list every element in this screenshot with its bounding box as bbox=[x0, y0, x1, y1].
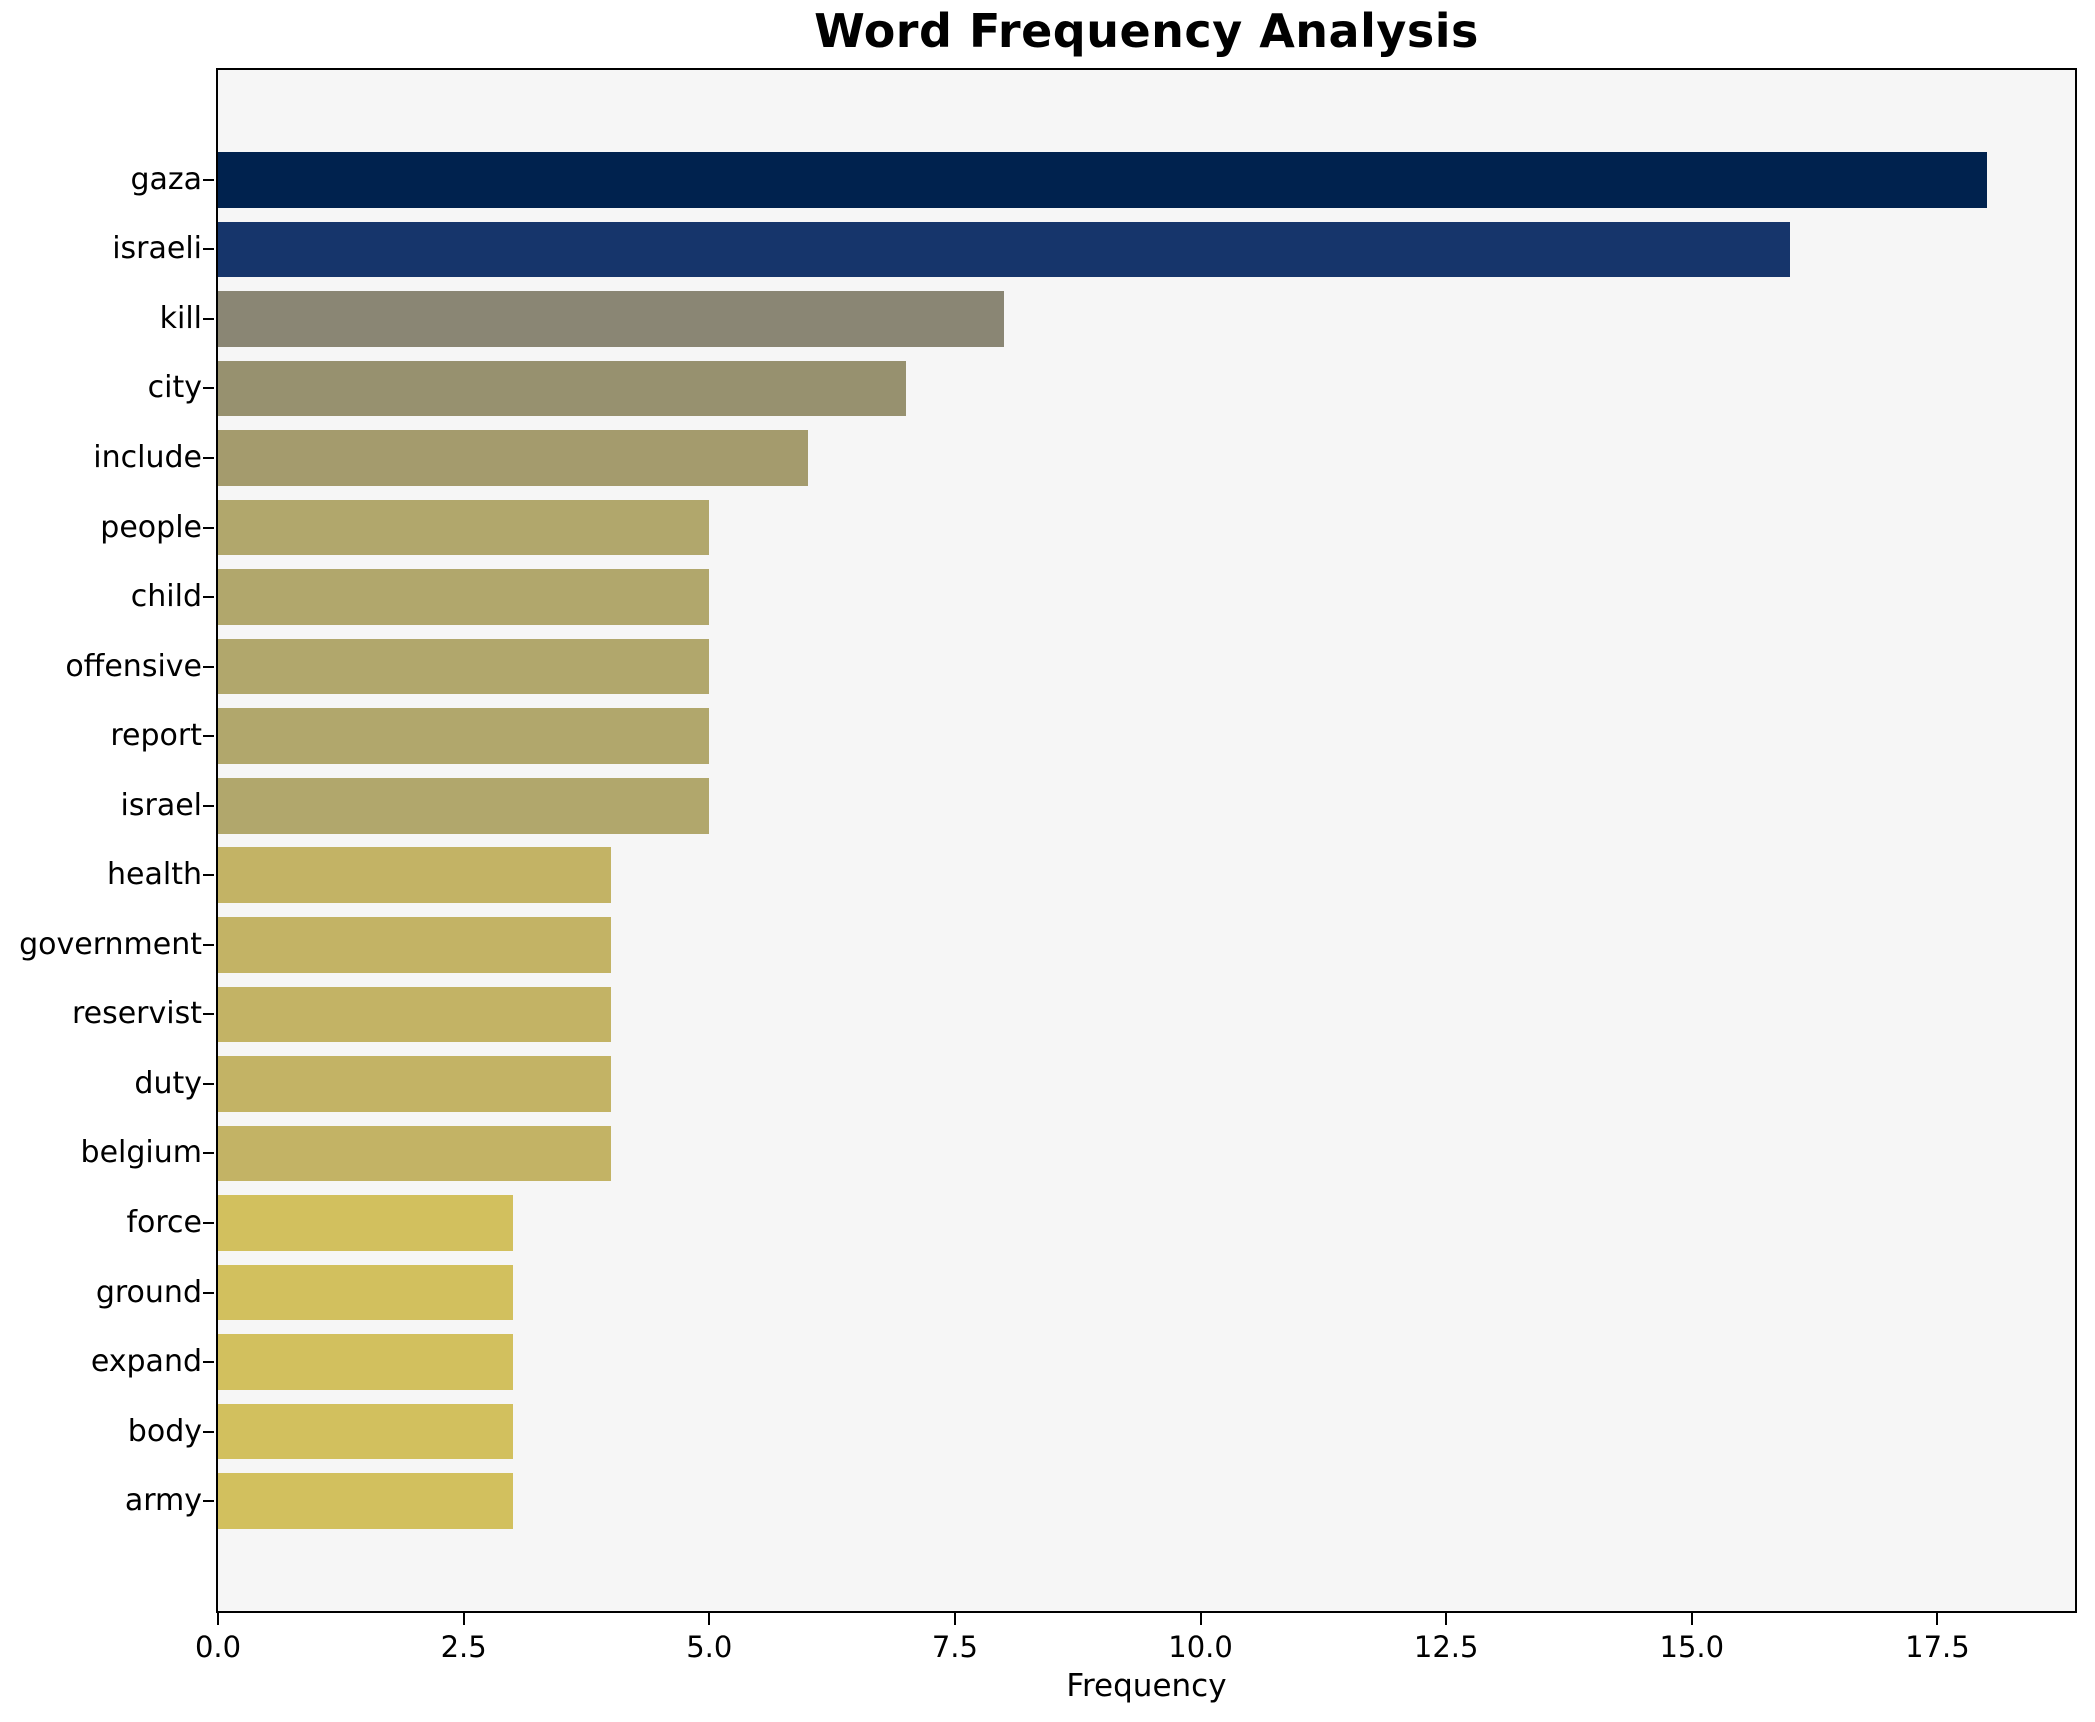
y-axis: gaza israeli kill city include people child off… bbox=[0, 0, 214, 1722]
x-tick-mark bbox=[217, 1613, 219, 1625]
y-tick-mark bbox=[203, 1500, 214, 1503]
y-tick-label: kill bbox=[159, 300, 202, 336]
y-tick-label: include bbox=[93, 439, 202, 475]
chart-title: Word Frequency Analysis bbox=[814, 4, 1479, 58]
x-tick-label: 7.5 bbox=[931, 1630, 978, 1664]
y-tick-label: force bbox=[126, 1205, 202, 1241]
bar-health bbox=[218, 847, 612, 904]
bar-include bbox=[218, 430, 808, 486]
y-tick-label: israel bbox=[120, 787, 202, 823]
y-tick-label: people bbox=[100, 509, 202, 545]
y-tick-mark bbox=[203, 596, 214, 599]
x-tick-label: 17.5 bbox=[1905, 1630, 1970, 1664]
y-tick-mark bbox=[203, 1222, 214, 1225]
x-tick-label: 10.0 bbox=[1168, 1630, 1233, 1664]
y-tick-label: belgium bbox=[80, 1135, 202, 1171]
y-tick-label: health bbox=[107, 857, 202, 893]
bar-people bbox=[218, 499, 710, 556]
y-tick-label: city bbox=[147, 370, 202, 406]
bar-gaza bbox=[218, 151, 1987, 208]
y-tick-label: ground bbox=[95, 1274, 202, 1310]
x-tick-mark bbox=[1690, 1613, 1693, 1625]
y-tick-mark bbox=[203, 1430, 214, 1433]
y-tick-mark bbox=[203, 178, 214, 181]
y-tick-label: army bbox=[124, 1483, 202, 1519]
y-tick-label: duty bbox=[134, 1065, 202, 1101]
y-tick-mark bbox=[203, 1361, 214, 1364]
bar-israel bbox=[218, 777, 710, 834]
x-tick-label: 2.5 bbox=[440, 1630, 487, 1664]
bar-body bbox=[218, 1403, 513, 1460]
bars-container bbox=[218, 70, 2075, 1611]
y-tick-mark bbox=[203, 1291, 214, 1294]
bar-child bbox=[218, 569, 710, 625]
x-tick-label: 12.5 bbox=[1413, 1630, 1479, 1664]
y-tick-mark bbox=[203, 665, 214, 668]
y-tick-mark bbox=[203, 387, 214, 390]
bar-ground bbox=[218, 1264, 513, 1321]
x-tick-mark bbox=[1445, 1613, 1448, 1625]
x-axis-label: Frequency bbox=[1066, 1668, 1227, 1704]
bar-duty bbox=[218, 1056, 612, 1112]
x-tick-mark bbox=[708, 1613, 711, 1625]
y-tick-mark bbox=[203, 1082, 214, 1085]
x-tick-mark bbox=[953, 1613, 956, 1625]
y-tick-mark bbox=[203, 943, 214, 946]
y-tick-mark bbox=[203, 1013, 214, 1016]
y-tick-mark bbox=[203, 526, 214, 529]
y-tick-mark bbox=[203, 248, 214, 251]
bar-report bbox=[218, 708, 710, 764]
y-tick-label: reservist bbox=[71, 996, 202, 1032]
bar-government bbox=[218, 917, 612, 973]
x-tick-label: 15.0 bbox=[1659, 1630, 1725, 1664]
x-tick-label: 5.0 bbox=[686, 1630, 733, 1664]
y-tick-label: body bbox=[127, 1413, 202, 1449]
y-tick-label: expand bbox=[90, 1344, 202, 1380]
y-tick-label: child bbox=[130, 579, 202, 615]
y-tick-mark bbox=[203, 735, 214, 738]
y-tick-label: gaza bbox=[130, 161, 202, 197]
y-tick-label: government bbox=[19, 926, 202, 962]
bar-force bbox=[218, 1195, 513, 1251]
bar-city bbox=[218, 360, 906, 417]
bar-expand bbox=[218, 1334, 513, 1390]
y-tick-mark bbox=[203, 874, 214, 877]
bar-belgium bbox=[218, 1125, 612, 1182]
y-tick-label: report bbox=[110, 718, 202, 754]
y-tick-mark bbox=[203, 804, 214, 807]
x-tick-mark bbox=[462, 1613, 465, 1625]
x-tick-mark bbox=[1936, 1613, 1939, 1625]
y-tick-label: offensive bbox=[65, 648, 202, 684]
x-tick-mark bbox=[1199, 1613, 1202, 1625]
y-tick-label: israeli bbox=[112, 231, 202, 267]
bar-israeli bbox=[218, 221, 1791, 278]
plot-area bbox=[216, 68, 2077, 1613]
bar-army bbox=[218, 1473, 513, 1530]
bar-kill bbox=[218, 291, 1005, 347]
bar-reservist bbox=[218, 986, 612, 1043]
y-tick-mark bbox=[203, 1152, 214, 1155]
y-tick-mark bbox=[203, 317, 214, 320]
x-tick-label: 0.0 bbox=[194, 1630, 242, 1664]
bar-offensive bbox=[218, 638, 710, 695]
y-tick-mark bbox=[203, 456, 214, 459]
